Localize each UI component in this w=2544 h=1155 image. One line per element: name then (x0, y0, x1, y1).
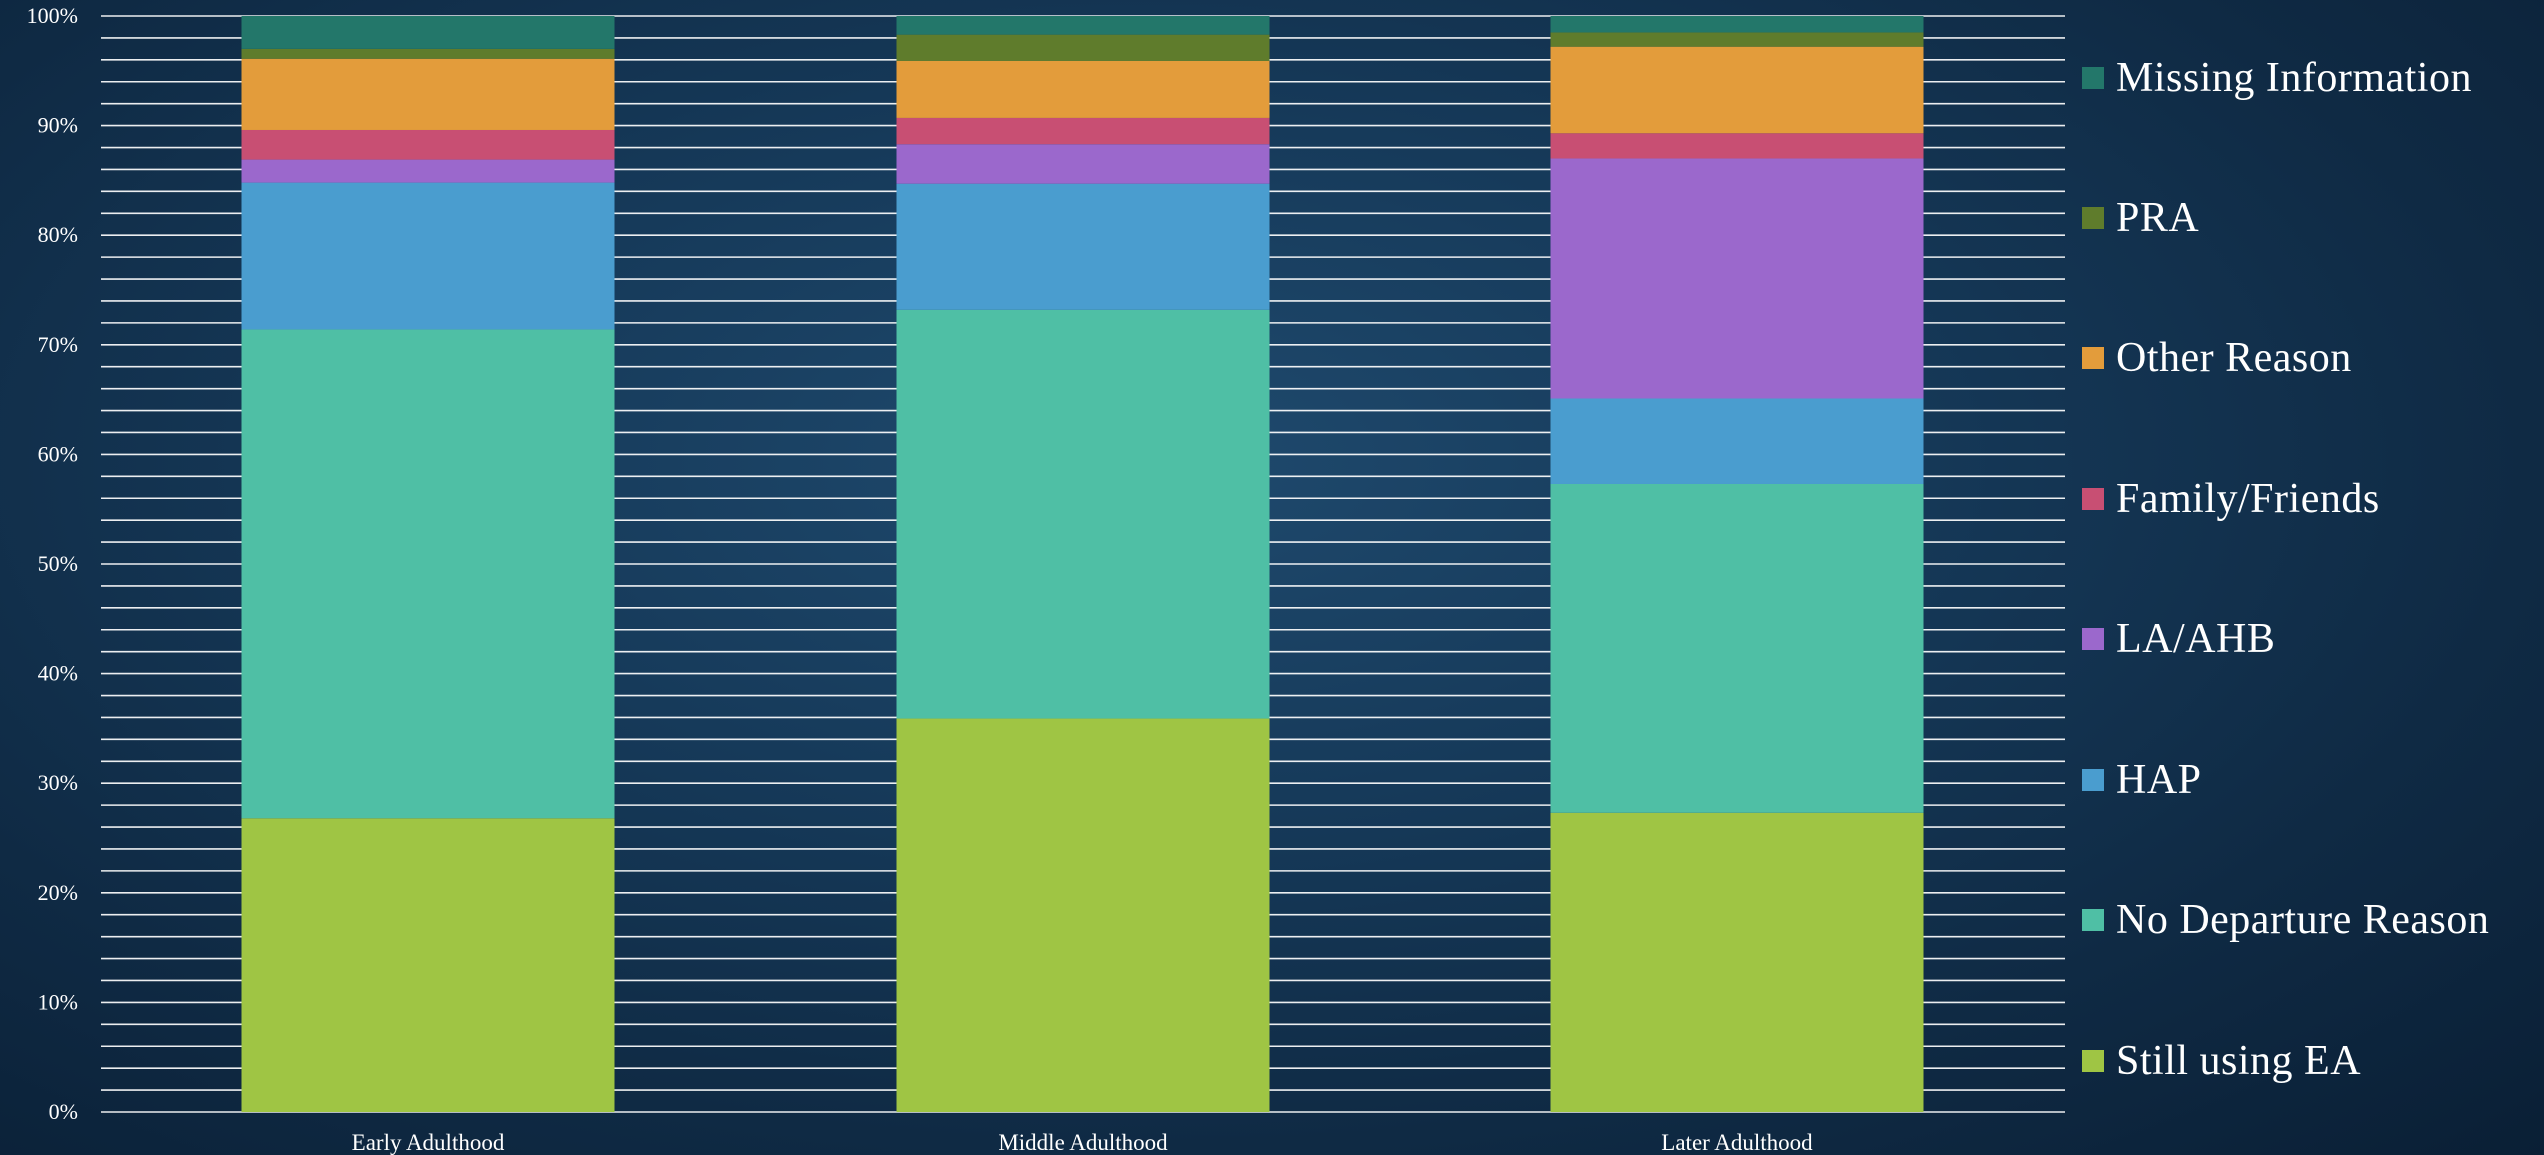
legend-item: LA/AHB (2082, 609, 2275, 669)
y-tick-label: 0% (49, 1099, 78, 1124)
x-tick-label: Later Adulthood (1661, 1130, 1813, 1155)
bars: Early Adulthood Middle Adulthood Later Adu… (241, 16, 1924, 1155)
bar-segment (896, 34, 1270, 61)
y-tick-label: 30% (38, 770, 78, 795)
x-tick-label: Early Adulthood (352, 1130, 505, 1155)
bar-segment (1550, 158, 1924, 399)
legend-label: Other Reason (2116, 335, 2352, 381)
y-tick-label: 20% (38, 880, 78, 905)
bar-segment (1550, 46, 1924, 134)
legend-swatch (2082, 67, 2104, 89)
bar-segment (1550, 483, 1924, 813)
legend-label: Missing Information (2116, 55, 2472, 101)
y-tick-label: 100% (27, 3, 78, 28)
chart-plot: 0% 10% 20% 30% 40% 50% 60% 70% 80% 90% 100% Early A… (27, 3, 1924, 1155)
bar-segment (896, 117, 1270, 145)
bar-segment (241, 129, 615, 160)
legend-swatch (2082, 628, 2104, 650)
bar-segment (1550, 133, 1924, 159)
bar-segment (1550, 812, 1924, 1112)
bar-segment (1550, 32, 1924, 47)
legend-item: Still using EA (2082, 1031, 2361, 1091)
y-tick-label: 90% (38, 113, 78, 138)
bar-segment (896, 60, 1270, 118)
legend-item: PRA (2082, 188, 2199, 248)
legend-swatch (2082, 207, 2104, 229)
chart-legend: Missing Information PRA Other Reason Family… (2082, 0, 2542, 1155)
bar-segment (1550, 398, 1924, 484)
legend-item: Missing Information (2082, 48, 2472, 108)
legend-item: No Departure Reason (2082, 890, 2489, 950)
bar-segment (241, 48, 615, 59)
y-tick-label: 40% (38, 661, 78, 686)
bar-segment (241, 16, 615, 49)
y-axis: 0% 10% 20% 30% 40% 50% 60% 70% 80% 90% 100% (27, 3, 78, 1124)
bar-segment (896, 16, 1270, 35)
bar-segment (241, 182, 615, 330)
bar-segment (896, 309, 1270, 719)
legend-item: Family/Friends (2082, 469, 2380, 529)
bar-segment (896, 718, 1270, 1112)
legend-label: Family/Friends (2116, 476, 2380, 522)
legend-swatch (2082, 909, 2104, 931)
legend-label: HAP (2116, 757, 2202, 803)
legend-swatch (2082, 488, 2104, 510)
y-tick-label: 50% (38, 551, 78, 576)
x-tick-label: Middle Adulthood (998, 1130, 1168, 1155)
bar-segment (241, 58, 615, 130)
bar-segment (241, 818, 615, 1112)
y-tick-label: 80% (38, 222, 78, 247)
bar-segment (1550, 16, 1924, 33)
legend-label: Still using EA (2116, 1038, 2362, 1084)
bar-segment (241, 159, 615, 183)
legend-label: No Departure Reason (2116, 897, 2490, 943)
legend-item: HAP (2082, 750, 2202, 810)
legend-label: LA/AHB (2116, 616, 2276, 662)
legend-swatch (2082, 1050, 2104, 1072)
y-tick-label: 60% (38, 441, 78, 466)
bar-segment (896, 144, 1270, 184)
legend-item: Other Reason (2082, 328, 2352, 388)
legend-swatch (2082, 769, 2104, 791)
y-tick-label: 70% (38, 332, 78, 357)
y-tick-label: 10% (38, 989, 78, 1014)
bar-segment (241, 329, 615, 819)
bar-segment (896, 183, 1270, 310)
legend-swatch (2082, 347, 2104, 369)
legend-label: PRA (2116, 195, 2200, 241)
